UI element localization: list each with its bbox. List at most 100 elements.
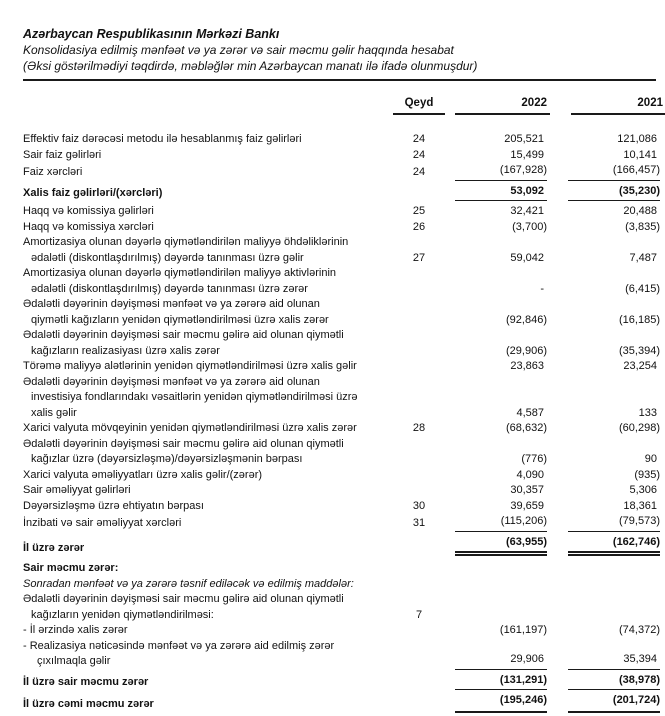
- row-value-2022: (3,700): [512, 220, 547, 233]
- row-label: Effektiv faiz dərəcəsi metodu ilə hesabl…: [23, 133, 302, 145]
- row-note: 24: [412, 133, 426, 145]
- table-column-headers: Qeyd 2022 2021: [23, 96, 665, 115]
- row-label: Haqq və komissiya gəlirləri: [23, 205, 154, 217]
- report-measurement-note: (Əksi göstərilmədiyi təqdirdə, məbləğlər…: [23, 59, 478, 73]
- row-note: 24: [412, 148, 426, 161]
- row-note: 24: [412, 166, 426, 178]
- row-label: Sair faiz gəlirləri: [23, 148, 102, 161]
- table-row: İnzibati və sair əməliyyat xərcləri 31 (…: [23, 514, 660, 532]
- row-value-2022: (167,928): [455, 163, 547, 181]
- note-column-header: Qeyd: [393, 96, 445, 115]
- row-value-2022: 59,042: [510, 251, 544, 264]
- row-value-2021: 90: [644, 453, 657, 465]
- table-row: Xarici valyuta əməliyyatları üzrə xalis …: [23, 468, 660, 484]
- row-label: Xarici valyuta mövqeyinin yenidən qiymət…: [23, 422, 357, 434]
- row-value-2022: 53,092: [455, 184, 547, 201]
- row-value-2022: 30,357: [510, 484, 544, 496]
- row-value-2021: (74,372): [619, 624, 660, 636]
- row-note: 30: [412, 499, 426, 512]
- table-row: Effektiv faiz dərəcəsi metodu ilə hesabl…: [23, 132, 660, 148]
- row-value-2022: (131,291): [455, 673, 547, 690]
- table-row: - İl ərzində xalis zərər (161,197) (74,3…: [23, 623, 660, 639]
- table-row: İl üzrə sair məcmu zərər (131,291) (38,9…: [23, 673, 660, 690]
- row-note: 7: [415, 608, 423, 621]
- row-value-2021: (166,457): [568, 163, 660, 181]
- row-label: Ədalətli dəyərinin dəyişməsi mənfəət və …: [23, 375, 358, 419]
- row-label: Sair məcmu zərər:: [23, 562, 119, 574]
- table-row: - Realizasiya nəticəsində mənfəət və ya …: [23, 639, 660, 670]
- row-value-2022: (161,197): [499, 624, 547, 636]
- row-label: Ədalətli dəyərinin dəyişməsi sair məcmu …: [23, 437, 344, 466]
- report-title: Konsolidasiya edilmiş mənfəət və ya zərə…: [23, 43, 454, 57]
- row-label: Dəyərsizləşmə üzrə ehtiyatın bərpası: [23, 499, 204, 512]
- table-row: Dəyərsizləşmə üzrə ehtiyatın bərpası 30 …: [23, 499, 660, 515]
- row-label: Ədalətli dəyərinin dəyişməsi sair məcmu …: [23, 329, 344, 357]
- row-value-2021: 5,306: [629, 484, 657, 496]
- row-value-2021: (35,230): [568, 184, 660, 201]
- table-row: Törəmə maliyyə alətlərinin yenidən qiymə…: [23, 359, 660, 375]
- row-note: 28: [412, 422, 426, 434]
- row-value-2022: 32,421: [510, 205, 544, 217]
- row-value-2021: (6,415): [625, 282, 660, 295]
- row-value-2021: 133: [638, 406, 657, 419]
- row-label: Ədalətli dəyərinin dəyişməsi sair məcmu …: [23, 593, 344, 621]
- table-row: Ədalətli dəyərinin dəyişməsi sair məcmu …: [23, 437, 660, 468]
- table-row: Haqq və komissiya xərcləri 26 (3,700) (3…: [23, 220, 660, 236]
- report-entity: Azərbaycan Respublikasının Mərkəzi Bankı: [23, 27, 280, 41]
- row-label: İl üzrə zərər: [23, 541, 85, 554]
- row-value-2022: 39,659: [510, 499, 544, 512]
- row-value-2021: 20,488: [623, 205, 657, 217]
- row-value-2021: 121,086: [617, 133, 657, 145]
- row-note: 26: [412, 220, 426, 233]
- row-value-2021: (935): [634, 468, 660, 481]
- row-value-2021: (38,978): [568, 673, 660, 690]
- row-value-2021: (162,746): [568, 535, 660, 556]
- row-label: İnzibati və sair əməliyyat xərcləri: [23, 517, 182, 529]
- row-value-2022: (63,955): [455, 535, 547, 556]
- table-row: Xarici valyuta mövqeyinin yenidən qiymət…: [23, 421, 660, 437]
- table-row: İl üzrə zərər (63,955) (162,746): [23, 535, 660, 556]
- row-note: 27: [412, 251, 426, 264]
- row-value-2022: -: [540, 282, 544, 295]
- row-value-2021: (3,835): [625, 220, 660, 233]
- row-value-2021: (79,573): [568, 514, 660, 532]
- row-value-2022: 23,863: [510, 360, 544, 372]
- row-value-2021: 7,487: [629, 251, 657, 264]
- row-value-2021: (35,394): [619, 344, 660, 357]
- row-label: Ədalətli dəyərinin dəyişməsi mənfəət və …: [23, 298, 329, 326]
- table-row: Sair məcmu zərər:: [23, 561, 660, 577]
- row-value-2021: 18,361: [623, 499, 657, 512]
- row-label: Sair əməliyyat gəlirləri: [23, 484, 131, 496]
- row-value-2022: 4,090: [516, 468, 544, 481]
- year-2021-column-header: 2021: [571, 96, 665, 115]
- row-value-2021: 35,394: [568, 652, 660, 670]
- row-value-2022: 29,906: [455, 652, 547, 670]
- row-value-2021: (16,185): [619, 313, 660, 326]
- row-value-2021: (60,298): [619, 422, 660, 434]
- row-label: - Realizasiya nəticəsində mənfəət və ya …: [23, 639, 335, 668]
- table-row: Sair faiz gəlirləri 24 15,499 10,141: [23, 148, 660, 164]
- table-row: Ədalətli dəyərinin dəyişməsi mənfəət və …: [23, 297, 660, 328]
- document-header: Azərbaycan Respublikasının Mərkəzi Bankı…: [23, 26, 656, 81]
- row-value-2021: 23,254: [623, 360, 657, 372]
- row-value-2022: (92,846): [506, 313, 547, 326]
- row-note: 25: [412, 205, 426, 217]
- row-value-2022: (195,246): [455, 693, 547, 713]
- statement-rows: Effektiv faiz dərəcəsi metodu ilə hesabl…: [23, 132, 660, 713]
- row-value-2022: (776): [521, 453, 547, 465]
- row-label: Xarici valyuta əməliyyatları üzrə xalis …: [23, 468, 263, 481]
- row-value-2022: (29,906): [506, 344, 547, 357]
- year-2022-column-header: 2022: [455, 96, 550, 115]
- row-value-2022: 15,499: [510, 148, 544, 161]
- row-label: İl üzrə cəmi məcmu zərər: [23, 698, 154, 710]
- row-label: Amortizasiya olunan dəyərlə qiymətləndir…: [23, 236, 349, 264]
- row-label: Amortizasiya olunan dəyərlə qiymətləndir…: [23, 267, 337, 295]
- row-value-2022: (68,632): [506, 422, 547, 434]
- table-row: Faiz xərcləri 24 (167,928) (166,457): [23, 163, 660, 181]
- row-label: Törəmə maliyyə alətlərinin yenidən qiymə…: [23, 360, 357, 372]
- row-value-2021: 10,141: [623, 148, 657, 161]
- table-row: Sonradan mənfəət və ya zərərə təsnif edi…: [23, 577, 660, 593]
- row-value-2022: 205,521: [504, 133, 544, 145]
- row-label: Haqq və komissiya xərcləri: [23, 220, 154, 233]
